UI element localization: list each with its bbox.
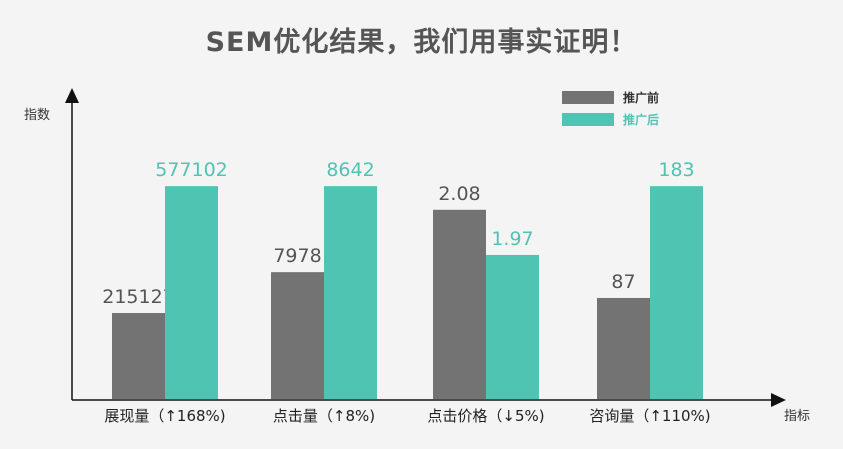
bar-after-3 <box>650 186 703 399</box>
legend-swatch-after <box>562 113 614 126</box>
bar-after-0 <box>165 186 218 399</box>
bar-after-2 <box>486 255 539 399</box>
legend: 推广前 推广后 <box>562 90 659 127</box>
value-label-after-0: 577102 <box>155 159 228 181</box>
value-label-after-2: 1.97 <box>491 228 533 250</box>
x-axis-arrow-icon <box>771 393 786 407</box>
bar-after-1 <box>324 186 377 399</box>
legend-swatch-before <box>562 91 614 104</box>
y-axis-arrow-icon <box>65 88 79 103</box>
category-label-3: 咨询量（↑110%) <box>589 407 710 425</box>
y-axis-label: 指数 <box>24 108 50 123</box>
value-label-before-1: 7978 <box>273 245 321 267</box>
value-label-before-0: 215127 <box>102 286 175 308</box>
x-axis-label: 指标 <box>784 409 810 424</box>
bar-before-1 <box>271 272 324 399</box>
bar-before-2 <box>433 210 486 399</box>
value-label-before-2: 2.08 <box>438 183 480 205</box>
category-label-2: 点击价格（↓5%) <box>427 407 544 425</box>
legend-label-before: 推广前 <box>623 90 659 105</box>
value-label-after-1: 8642 <box>326 159 374 181</box>
value-label-before-3: 87 <box>611 271 635 293</box>
category-label-1: 点击量（↑8%) <box>273 407 375 425</box>
bars-group: 215127 577102 展现量（↑168%) 7978 8642 点击量（↑8%) 2.… <box>102 159 710 425</box>
legend-label-after: 推广后 <box>623 112 659 127</box>
value-label-after-3: 183 <box>658 159 694 181</box>
category-label-0: 展现量（↑168%) <box>104 407 225 425</box>
bar-before-3 <box>597 298 650 399</box>
bar-before-0 <box>112 313 165 399</box>
